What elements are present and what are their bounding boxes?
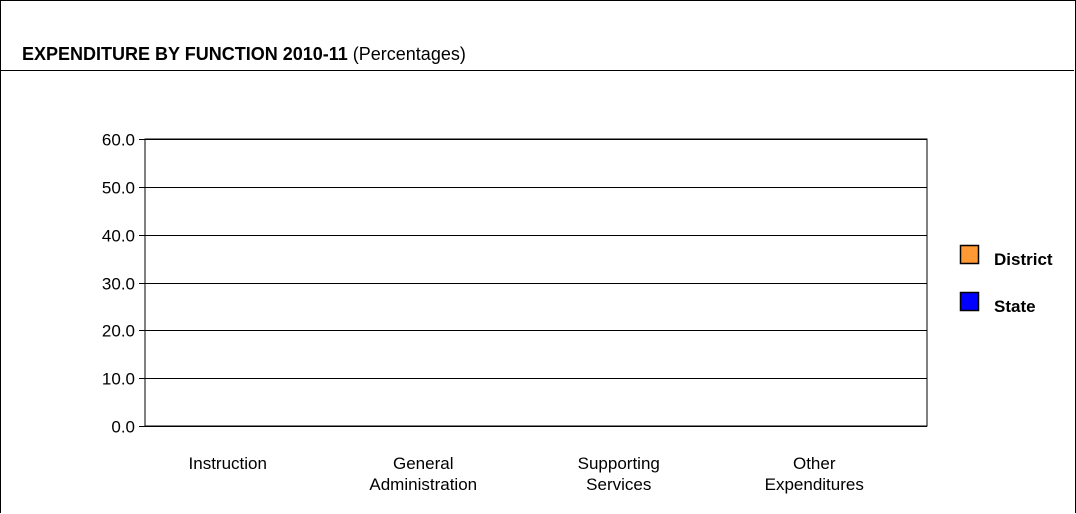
y-tick-label: 50.0 [102,179,135,198]
legend-swatch-district [959,244,980,265]
y-tick-label: 60.0 [102,131,135,150]
legend-swatch-state [959,291,980,312]
y-tick-label: 40.0 [102,227,135,246]
y-tick-label: 10.0 [102,370,135,389]
y-axis: 0.0 10.0 20.0 30.0 40.0 50.0 60.0 [102,131,145,437]
y-tick-label: 20.0 [102,322,135,341]
x-axis: Instruction General Administration Supporti… [189,454,864,494]
legend: District State [959,244,1053,316]
x-tick-label: Instruction [189,454,267,473]
gridlines [144,138,928,427]
plot-area [144,138,928,427]
x-tick-label: General Administration [369,454,477,494]
x-tick-label: Other Expenditures [765,454,864,494]
x-tick-label: Supporting Services [578,454,660,494]
legend-label-district: District [994,250,1053,269]
chart-subtitle: (Percentages) [352,44,466,64]
y-tick-label: 0.0 [111,418,135,437]
chart-title-line: EXPENDITURE BY FUNCTION 2010-11 (Percent… [22,44,466,65]
legend-label-state: State [994,297,1036,316]
title-bar: EXPENDITURE BY FUNCTION 2010-11 (Percent… [0,0,1074,71]
chart-title: EXPENDITURE BY FUNCTION 2010-11 [22,44,348,64]
y-tick-label: 30.0 [102,275,135,294]
